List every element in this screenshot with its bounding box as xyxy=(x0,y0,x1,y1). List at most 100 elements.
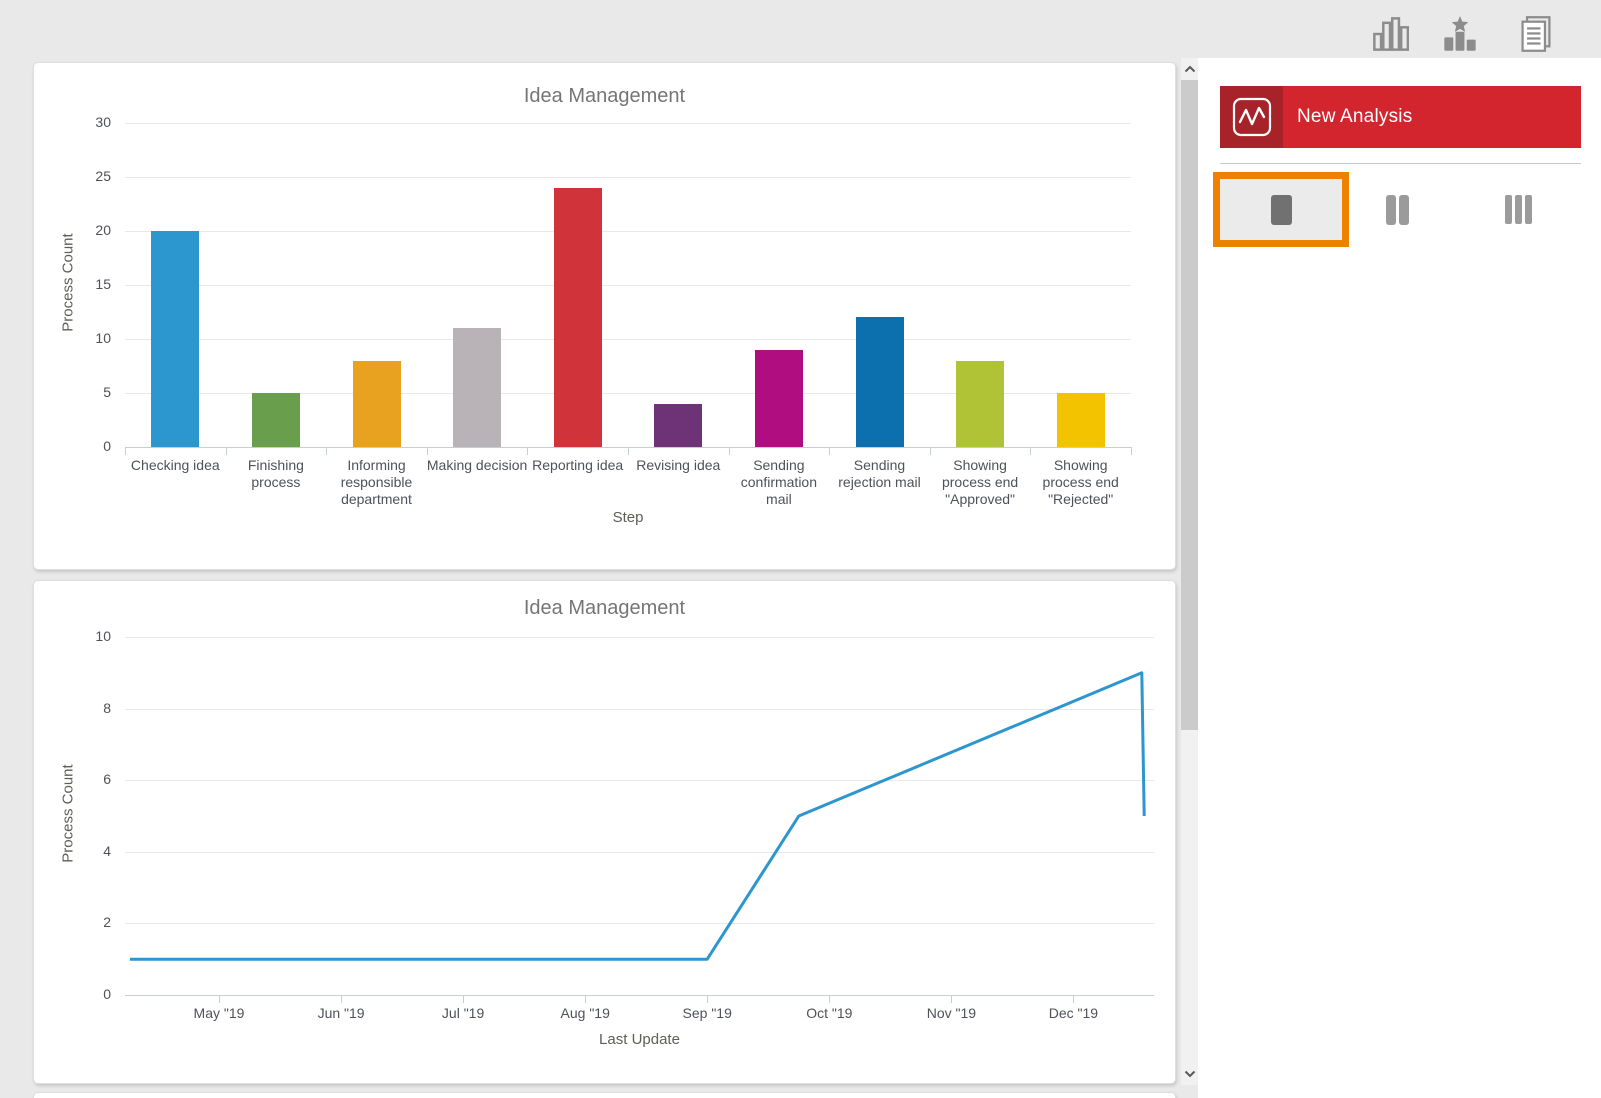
x-axis-tick xyxy=(829,995,831,1003)
x-tick-label: May "19 xyxy=(193,1005,245,1021)
sidebar-divider xyxy=(1220,163,1581,164)
category-label: Showing process end "Approved" xyxy=(941,457,1019,507)
x-axis-tick xyxy=(426,447,428,455)
gridline xyxy=(125,393,1131,394)
y-tick-label: 20 xyxy=(95,222,111,238)
gridline xyxy=(125,780,1154,782)
report-icon[interactable] xyxy=(1514,12,1558,56)
bar-showing-process-end-approved[interactable] xyxy=(956,360,1005,447)
gridline xyxy=(125,708,1154,710)
gridline xyxy=(125,123,1131,124)
x-axis-tick xyxy=(628,447,629,455)
bar-making-decision[interactable] xyxy=(453,328,502,447)
y-tick-label: 10 xyxy=(95,628,111,644)
x-axis-tick xyxy=(341,995,343,1003)
category-label: Sending confirmation mail xyxy=(740,457,818,507)
bar-chart-card: Idea Management Process Count 0 5 10 15 20 25 30… xyxy=(33,62,1176,570)
chevron-down-icon xyxy=(1184,1070,1195,1078)
x-tick-label: Sep "19 xyxy=(682,1005,732,1021)
scrollbar-thumb[interactable] xyxy=(1181,80,1198,730)
sidebar: New Analysis xyxy=(1198,58,1601,1098)
scroll-up-button[interactable] xyxy=(1181,58,1198,79)
bar-reporting-idea[interactable] xyxy=(553,187,602,447)
x-axis-tick xyxy=(1073,995,1075,1003)
layout-three-columns-button[interactable] xyxy=(1468,172,1568,247)
new-analysis-button[interactable]: New Analysis xyxy=(1220,86,1581,148)
x-axis-tick xyxy=(707,995,709,1003)
category-label: Sending rejection mail xyxy=(838,457,921,490)
gridline xyxy=(125,637,1154,638)
x-axis-tick xyxy=(125,447,126,455)
x-axis-tick xyxy=(1030,447,1032,455)
process-count-line[interactable] xyxy=(34,581,1175,1083)
scroll-down-button[interactable] xyxy=(1181,1063,1198,1085)
y-tick-label: 25 xyxy=(95,168,111,184)
x-axis-tick xyxy=(326,447,328,455)
star-ranking-glyph xyxy=(1444,16,1476,51)
category-label: Making decision xyxy=(426,457,528,473)
layout-options-row xyxy=(1198,172,1601,248)
bar-chart: Idea Management Process Count 0 5 10 15 20 25 30… xyxy=(34,63,1175,569)
top-toolbar xyxy=(0,0,1601,58)
bar-finishing-process[interactable] xyxy=(251,393,300,447)
bar-revising-idea[interactable] xyxy=(654,403,703,447)
x-tick-label: Jul "19 xyxy=(441,1005,485,1021)
x-axis-tick xyxy=(527,447,529,455)
y-tick-label: 0 xyxy=(103,438,111,454)
x-axis-title: Last Update xyxy=(599,1031,680,1048)
x-axis-tick xyxy=(829,447,831,455)
column-chart-icon[interactable] xyxy=(1368,12,1412,56)
x-tick-label: Nov "19 xyxy=(926,1005,977,1021)
x-axis-line xyxy=(125,995,1154,996)
bar-informing-responsible-department[interactable] xyxy=(352,360,401,447)
chart-title: Idea Management xyxy=(523,85,686,107)
y-tick-label: 30 xyxy=(95,114,111,130)
x-tick-label: Dec "19 xyxy=(1048,1005,1099,1021)
category-label: Informing responsible department xyxy=(340,457,413,507)
y-tick-label: 6 xyxy=(103,771,111,788)
line-chart-icon xyxy=(1232,97,1271,137)
x-tick-label: Aug "19 xyxy=(560,1005,610,1021)
layout-two-columns-button[interactable] xyxy=(1347,172,1447,247)
x-axis-tick xyxy=(951,995,953,1003)
x-axis-tick xyxy=(219,995,220,1003)
y-tick-label: 10 xyxy=(95,330,111,346)
star-ranking-chart-icon[interactable] xyxy=(1438,12,1482,56)
gridline xyxy=(125,339,1131,340)
bar-checking-idea[interactable] xyxy=(151,231,200,447)
x-axis-tick xyxy=(728,447,730,455)
line-chart: Idea Management Process Count 0 2 4 6 8 10 Last … xyxy=(34,581,1175,1083)
category-label: Checking idea xyxy=(130,457,220,473)
x-axis-title: Step xyxy=(612,509,644,526)
gridline xyxy=(125,851,1154,853)
gridline xyxy=(125,177,1131,178)
vertical-scrollbar[interactable] xyxy=(1181,58,1198,1085)
x-axis-tick xyxy=(585,995,587,1003)
category-label: Showing process end "Rejected" xyxy=(1042,457,1119,507)
y-tick-label: 5 xyxy=(103,384,111,400)
column-chart-glyph xyxy=(1373,17,1409,51)
x-axis-tick xyxy=(929,447,931,455)
y-tick-label: 0 xyxy=(103,986,111,1002)
category-label: Reporting idea xyxy=(532,457,624,473)
x-tick-label: Oct "19 xyxy=(806,1005,853,1021)
new-analysis-icon-box xyxy=(1220,86,1283,148)
bar-showing-process-end-rejected[interactable] xyxy=(1056,393,1105,447)
y-tick-label: 15 xyxy=(95,276,111,292)
two-columns-icon xyxy=(1385,194,1396,225)
bar-sending-confirmation-mail[interactable] xyxy=(754,349,803,447)
y-tick-label: 4 xyxy=(103,842,111,859)
x-axis-tick xyxy=(225,447,227,455)
gridline xyxy=(125,923,1154,925)
gridline xyxy=(125,231,1131,232)
report-glyph xyxy=(1521,16,1551,52)
layout-one-column-button[interactable] xyxy=(1213,172,1349,247)
y-tick-label: 2 xyxy=(103,914,111,931)
x-axis-tick xyxy=(1131,447,1132,455)
three-columns-icon xyxy=(1504,195,1512,224)
line-chart-card: Idea Management Process Count 0 2 4 6 8 10 Last … xyxy=(33,580,1176,1084)
new-analysis-label: New Analysis xyxy=(1297,106,1413,127)
bar-sending-rejection-mail[interactable] xyxy=(855,317,904,447)
category-label: Revising idea xyxy=(636,457,721,473)
